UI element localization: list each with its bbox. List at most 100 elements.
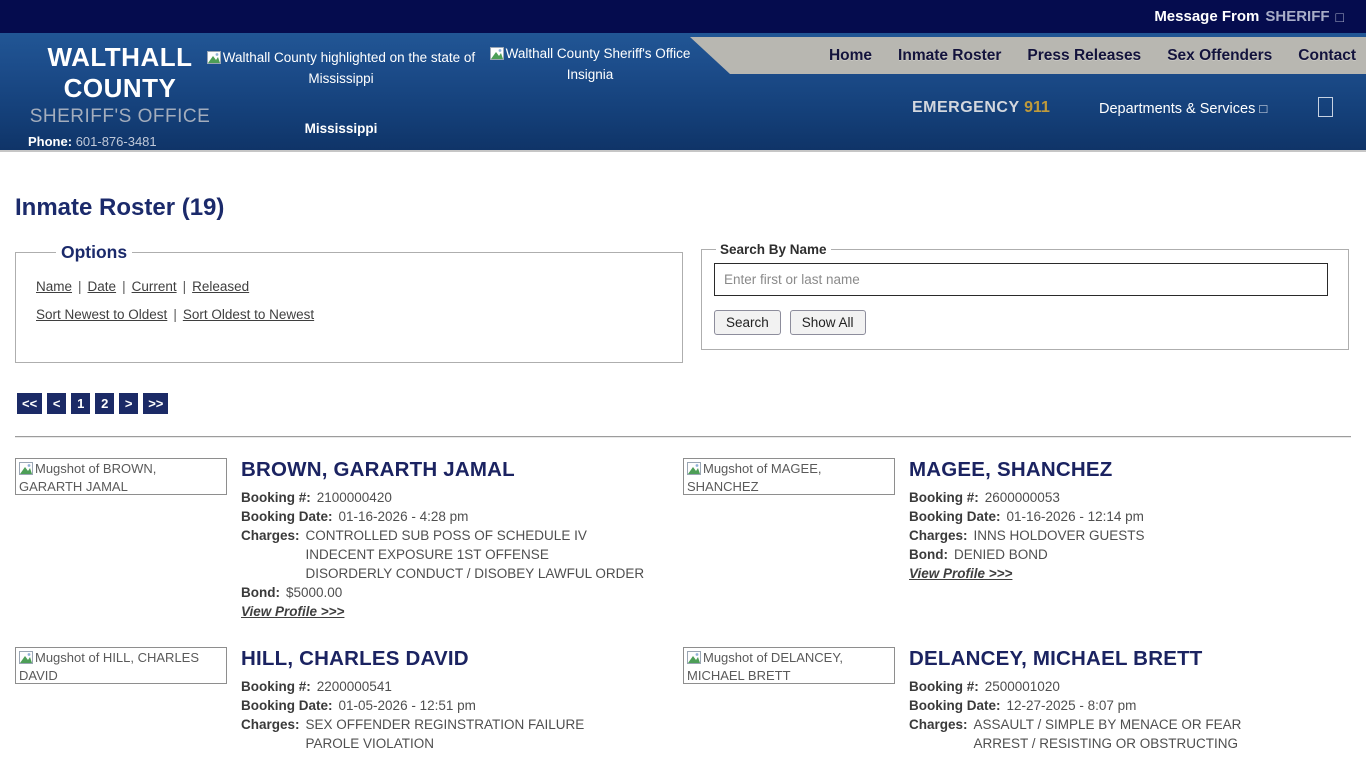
site-logo[interactable]: WALTHALL COUNTY SHERIFF'S OFFICE — [22, 42, 218, 128]
booking-date-label: Booking Date: — [909, 698, 1001, 713]
separator: | — [122, 279, 126, 294]
office-name: SHERIFF'S OFFICE — [29, 106, 211, 127]
inmate-entry: Mugshot of DELANCEY, MICHAEL BRETT DELAN… — [683, 647, 1351, 753]
mugshot-image-broken: Mugshot of MAGEE, SHANCHEZ — [683, 458, 895, 495]
booking-date-label: Booking Date: — [241, 698, 333, 713]
main-navigation: Home Inmate Roster Press Releases Sex Of… — [690, 37, 1366, 74]
emergency-911: EMERGENCY 911 — [912, 99, 1050, 117]
phone-label: Phone: — [28, 134, 73, 149]
message-from-label: Message From — [1154, 8, 1260, 25]
charges-list: CONTROLLED SUB POSS OF SCHEDULE IV INDEC… — [306, 526, 645, 583]
show-all-button[interactable]: Show All — [789, 310, 866, 335]
inmate-entry: Mugshot of HILL, CHARLES DAVID HILL, CHA… — [15, 647, 683, 753]
main-content: Inmate Roster (19) Options Name | Date | Cur… — [0, 194, 1366, 753]
page-2-button[interactable]: 2 — [95, 393, 115, 414]
page-first-button[interactable]: << — [17, 393, 43, 414]
map-caption: Mississippi — [304, 121, 378, 136]
county-map-alt-text: Walthall County highlighted on the state… — [222, 50, 476, 86]
message-expand-icon[interactable]: □ — [1335, 8, 1344, 25]
booking-date-label: Booking Date: — [241, 509, 333, 524]
mugshot-image-broken: Mugshot of HILL, CHARLES DAVID — [15, 647, 227, 684]
booking-no-label: Booking #: — [241, 490, 311, 505]
booking-no-value: 2100000420 — [316, 490, 392, 505]
top-message-bar: Message From SHERIFF □ — [0, 0, 1366, 33]
phone-line: Phone: 601-876-3481 — [28, 134, 157, 149]
filter-date-link[interactable]: Date — [87, 279, 117, 294]
charge-line: INNS HOLDOVER GUESTS — [973, 528, 1145, 543]
separator: | — [78, 279, 82, 294]
departments-services-menu[interactable]: Departments & Services □ — [1099, 101, 1267, 117]
page-prev-button[interactable]: < — [47, 393, 67, 414]
booking-no-value: 2200000541 — [316, 679, 392, 694]
search-input[interactable] — [714, 263, 1328, 296]
page-next-button[interactable]: > — [119, 393, 139, 414]
options-panel: Options Name | Date | Current | Released Sort … — [15, 242, 683, 363]
inmate-entry: Mugshot of BROWN, GARARTH JAMAL BROWN, G… — [15, 458, 683, 621]
bond-value: DENIED BOND — [953, 547, 1048, 562]
broken-image-icon — [489, 46, 504, 65]
inmate-name: MAGEE, SHANCHEZ — [909, 458, 1113, 481]
nav-contact[interactable]: Contact — [1298, 46, 1356, 64]
search-panel: Search By Name Search Show All — [701, 242, 1349, 350]
nav-sex-offenders[interactable]: Sex Offenders — [1167, 46, 1273, 64]
broken-image-icon — [19, 462, 33, 479]
insignia-image-broken: Walthall County Sheriff's Office Insigni… — [487, 44, 693, 84]
sort-links-row: Sort Newest to Oldest | Sort Oldest to New… — [36, 307, 662, 322]
inmate-entry: Mugshot of MAGEE, SHANCHEZ MAGEE, SHANCH… — [683, 458, 1351, 621]
filter-links-row: Name | Date | Current | Released — [36, 279, 662, 294]
booking-date-value: 01-16-2026 - 4:28 pm — [338, 509, 469, 524]
search-button[interactable]: Search — [714, 310, 781, 335]
page-last-button[interactable]: >> — [143, 393, 169, 414]
booking-date-value: 12-27-2025 - 8:07 pm — [1006, 698, 1137, 713]
inmate-name: HILL, CHARLES DAVID — [241, 647, 469, 670]
broken-image-icon — [687, 651, 701, 668]
inmate-name: DELANCEY, MICHAEL BRETT — [909, 647, 1203, 670]
emergency-label: EMERGENCY — [912, 99, 1020, 116]
charges-list: INNS HOLDOVER GUESTS — [974, 526, 1145, 545]
charge-line: ARREST / RESISTING OR OBSTRUCTING — [973, 736, 1239, 751]
charge-line: ASSAULT / SIMPLE BY MENACE OR FEAR — [973, 717, 1242, 732]
sort-newest-link[interactable]: Sort Newest to Oldest — [36, 307, 168, 322]
separator: | — [182, 279, 187, 294]
charges-label: Charges: — [241, 717, 300, 732]
filter-released-link[interactable]: Released — [192, 279, 250, 294]
filter-name-link[interactable]: Name — [36, 279, 73, 294]
page-title: Inmate Roster (19) — [15, 194, 225, 221]
charge-line: INDECENT EXPOSURE 1ST OFFENSE — [305, 547, 549, 562]
emergency-number: 911 — [1024, 99, 1050, 116]
divider — [15, 436, 1351, 438]
header-search-icon[interactable] — [1318, 97, 1333, 117]
view-profile-link[interactable]: View Profile >>> — [909, 566, 1013, 581]
charges-label: Charges: — [909, 528, 968, 543]
phone-number: 601-876-3481 — [75, 134, 157, 149]
nav-home[interactable]: Home — [828, 46, 873, 64]
nav-press-releases[interactable]: Press Releases — [1027, 46, 1142, 64]
view-profile-link[interactable]: View Profile >>> — [241, 604, 345, 619]
booking-no-value: 2500001020 — [984, 679, 1060, 694]
separator: | — [173, 307, 177, 322]
booking-date-label: Booking Date: — [909, 509, 1001, 524]
sort-oldest-link[interactable]: Sort Oldest to Newest — [182, 307, 315, 322]
booking-no-label: Booking #: — [909, 679, 979, 694]
mugshot-image-broken: Mugshot of BROWN, GARARTH JAMAL — [15, 458, 227, 495]
inmate-roster-grid: Mugshot of BROWN, GARARTH JAMAL BROWN, G… — [15, 458, 1351, 753]
mugshot-alt-text: Mugshot of BROWN, GARARTH JAMAL — [19, 461, 157, 494]
charge-line: CONTROLLED SUB POSS OF SCHEDULE IV — [305, 528, 587, 543]
broken-image-icon — [687, 462, 701, 479]
county-name: WALTHALL COUNTY — [47, 42, 193, 103]
broken-image-icon — [19, 651, 33, 668]
booking-no-label: Booking #: — [241, 679, 311, 694]
search-legend: Search By Name — [720, 242, 827, 257]
inmate-name: BROWN, GARARTH JAMAL — [241, 458, 515, 481]
chevron-down-icon: □ — [1259, 101, 1268, 116]
booking-no-label: Booking #: — [909, 490, 979, 505]
broken-image-icon — [206, 50, 221, 69]
charges-label: Charges: — [909, 717, 968, 732]
page-1-button[interactable]: 1 — [71, 393, 91, 414]
bond-label: Bond: — [241, 585, 280, 600]
filter-current-link[interactable]: Current — [131, 279, 177, 294]
pagination: << < 1 2 > >> — [17, 393, 1351, 414]
nav-inmate-roster[interactable]: Inmate Roster — [898, 46, 1002, 64]
message-from-sheriff-link[interactable]: SHERIFF — [1265, 8, 1330, 25]
booking-no-value: 2600000053 — [984, 490, 1060, 505]
